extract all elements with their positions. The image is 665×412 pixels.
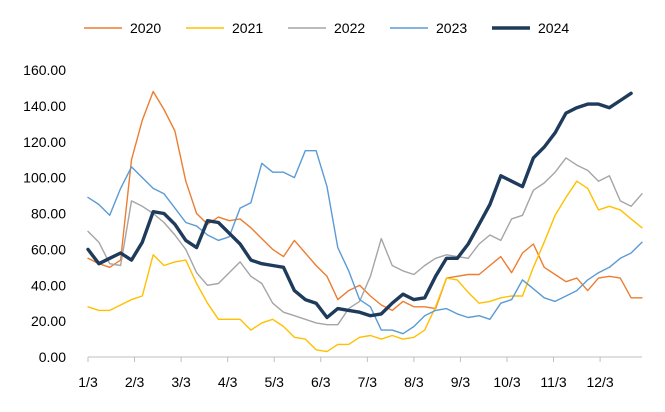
series-line-2020 bbox=[87, 90, 643, 312]
y-tick-label: 100.00 bbox=[23, 170, 66, 186]
y-tick-label: 160.00 bbox=[23, 62, 66, 78]
legend-label-2020: 2020 bbox=[130, 20, 161, 36]
legend: 2020 2021 2022 2023 2024 bbox=[84, 20, 569, 36]
y-tick-label: 20.00 bbox=[31, 313, 66, 329]
x-tick-label: 10/3 bbox=[493, 374, 520, 390]
legend-label-2021: 2021 bbox=[232, 20, 263, 36]
x-tick-label: 3/3 bbox=[171, 374, 191, 390]
x-tick-label: 7/3 bbox=[358, 374, 378, 390]
x-tick-label: 1/3 bbox=[78, 374, 98, 390]
y-axis: 0.00 20.00 40.00 60.00 80.00 100.00 120.00 140.… bbox=[23, 62, 66, 365]
legend-label-2024: 2024 bbox=[538, 20, 569, 36]
x-tick-label: 12/3 bbox=[586, 374, 613, 390]
x-tick-label: 4/3 bbox=[218, 374, 238, 390]
x-tick-label: 8/3 bbox=[404, 374, 424, 390]
x-axis: 1/3 2/3 3/3 4/3 5/3 6/3 7/3 8/3 9/3 10/3 11/3 12/3 bbox=[78, 356, 642, 390]
x-tick-label: 5/3 bbox=[264, 374, 284, 390]
series-line-2024 bbox=[86, 91, 633, 320]
series-line-2022 bbox=[87, 157, 643, 326]
x-tick-label: 9/3 bbox=[451, 374, 471, 390]
series-line-2021 bbox=[87, 180, 643, 353]
y-tick-label: 80.00 bbox=[31, 206, 66, 222]
legend-label-2023: 2023 bbox=[436, 20, 467, 36]
y-tick-label: 140.00 bbox=[23, 98, 66, 114]
x-tick-label: 2/3 bbox=[125, 374, 145, 390]
series-line-2023 bbox=[87, 149, 643, 335]
x-tick-label: 11/3 bbox=[540, 374, 566, 390]
x-tick-label: 6/3 bbox=[311, 374, 331, 390]
y-tick-label: 0.00 bbox=[39, 349, 66, 365]
y-tick-label: 40.00 bbox=[31, 277, 66, 293]
y-tick-label: 120.00 bbox=[23, 134, 66, 150]
legend-label-2022: 2022 bbox=[334, 20, 365, 36]
y-tick-label: 60.00 bbox=[31, 241, 66, 257]
series-lines bbox=[86, 90, 643, 353]
